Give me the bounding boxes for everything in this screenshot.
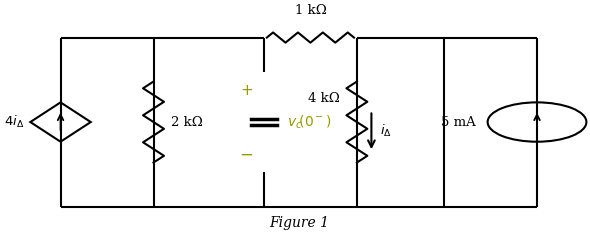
- Text: $v_c\!\left(0^-\right)$: $v_c\!\left(0^-\right)$: [287, 113, 332, 131]
- Text: 1 kΩ: 1 kΩ: [294, 4, 326, 17]
- Text: 2 kΩ: 2 kΩ: [171, 116, 203, 129]
- Text: +: +: [240, 83, 253, 98]
- Text: 4 kΩ: 4 kΩ: [308, 92, 339, 105]
- Text: 5 mA: 5 mA: [441, 116, 476, 129]
- Text: −: −: [240, 145, 254, 164]
- Text: $i_\Delta$: $i_\Delta$: [380, 123, 392, 139]
- Text: $4i_\Delta$: $4i_\Delta$: [4, 114, 25, 130]
- Text: Figure 1: Figure 1: [269, 216, 329, 230]
